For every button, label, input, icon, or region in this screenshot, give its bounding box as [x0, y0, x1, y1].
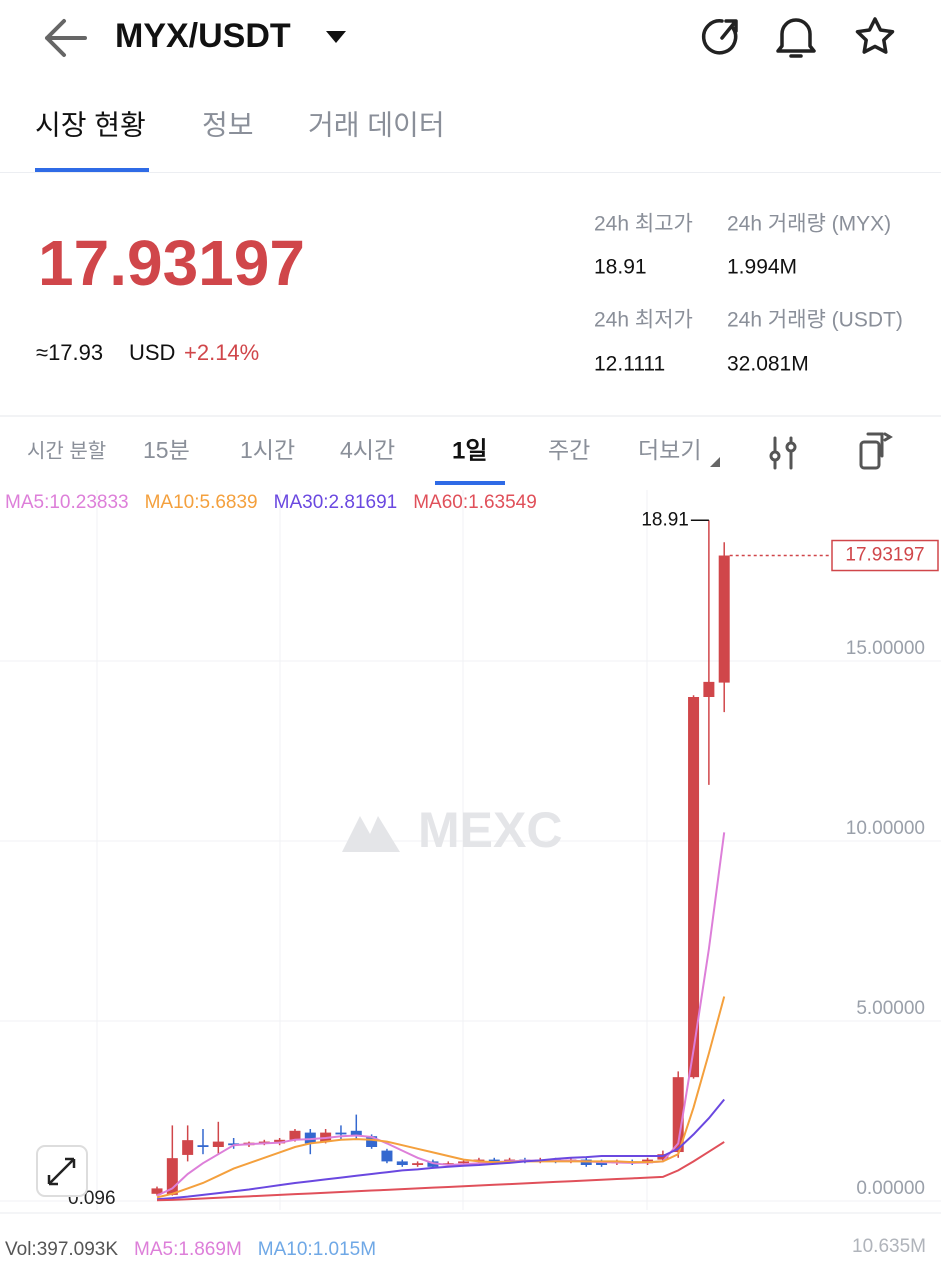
candle-body [304, 1132, 316, 1144]
volume-max-label: 10.635M [852, 1236, 926, 1257]
ma-legend: MA5:10.23833 [5, 492, 129, 513]
candle-body [350, 1130, 362, 1137]
candle-body [596, 1161, 608, 1165]
divider [0, 172, 941, 173]
stat-value: 32.081M [727, 353, 809, 376]
volume-legend: MA5:1.869M [134, 1239, 242, 1260]
divider [0, 415, 941, 417]
share-icon[interactable] [701, 19, 738, 55]
candle-body [274, 1139, 286, 1144]
ma-legend: MA10:5.6839 [145, 492, 258, 513]
interval[interactable]: 더보기 [638, 437, 701, 463]
candle-body [458, 1161, 470, 1164]
max-label: 18.91 [641, 509, 689, 530]
stat-label: 24h 거래량 (USDT) [727, 309, 903, 332]
stat-value: 12.1111 [594, 353, 665, 376]
candle-body [672, 1077, 684, 1153]
ma-line [156, 832, 726, 1197]
watermark: MEXC [342, 802, 562, 858]
usd-unit: USD [129, 340, 175, 365]
interval-indicator [435, 481, 505, 485]
usd-price: ≈17.93 [36, 340, 103, 365]
candle-body [396, 1161, 408, 1165]
candle-body [488, 1159, 500, 1162]
y-tick-label: 0.00000 [856, 1178, 925, 1199]
interval[interactable]: 1시간 [240, 437, 295, 463]
divider [0, 1212, 941, 1214]
interval[interactable]: 시간 분할 [27, 439, 106, 462]
tab[interactable]: 시장 현황 [35, 109, 146, 140]
alert-icon[interactable] [776, 18, 816, 58]
y-tick-label: 10.00000 [846, 818, 925, 839]
volume-legend: MA10:1.015M [258, 1239, 376, 1260]
pair-dropdown[interactable] [326, 31, 346, 43]
stat-label: 24h 최저가 [594, 309, 693, 332]
candle-body [212, 1141, 224, 1147]
interval[interactable]: 1일 [452, 437, 487, 464]
ma-legend: MA30:2.81691 [274, 492, 398, 513]
pair-title[interactable]: MYX/USDT [115, 17, 291, 55]
ma-line [156, 1141, 725, 1202]
stat-label: 24h 거래량 (MYX) [727, 213, 891, 236]
fullscreen-icon [47, 1157, 76, 1186]
last-price-tag [831, 539, 939, 572]
ma-legend: MA60:1.63549 [413, 492, 537, 513]
indicator-settings[interactable] [769, 436, 797, 470]
tab-indicator [35, 168, 149, 172]
tab[interactable]: 거래 데이터 [308, 109, 445, 140]
candle-body [688, 697, 700, 1078]
candle-body [718, 555, 730, 683]
candle-body [381, 1150, 393, 1162]
candle-body [366, 1136, 378, 1147]
candle-body [335, 1132, 347, 1135]
back-button[interactable] [45, 19, 87, 57]
candle-body [166, 1158, 178, 1195]
interval[interactable]: 15분 [143, 437, 190, 463]
candle-body [412, 1163, 424, 1165]
candle-body [289, 1130, 301, 1140]
candle-body [182, 1140, 194, 1155]
last-price: 17.93197 [38, 227, 305, 299]
favorite-icon[interactable] [855, 17, 895, 54]
volume-legend: Vol:397.093K [5, 1239, 118, 1260]
y-tick-label: 15.00000 [846, 638, 925, 659]
stat-label: 24h 최고가 [594, 213, 693, 236]
ma-line [156, 996, 726, 1199]
candle-body [197, 1145, 209, 1147]
interval[interactable]: 주간 [548, 437, 590, 463]
interval[interactable]: 4시간 [340, 437, 395, 463]
ma-line [156, 1098, 725, 1201]
price-change: +2.14% [184, 340, 259, 365]
watermark-text: MEXC [418, 802, 562, 858]
candle-body [703, 681, 715, 697]
more-caret [710, 457, 720, 467]
layout-toggle[interactable] [859, 432, 893, 470]
tab[interactable]: 정보 [202, 109, 254, 140]
candle-body [151, 1188, 163, 1194]
y-tick-label: 5.00000 [856, 998, 925, 1019]
vertical-grid [96, 490, 648, 1210]
stat-value: 1.994M [727, 256, 797, 279]
stat-value: 18.91 [594, 256, 647, 279]
last-price-label: 17.93197 [845, 545, 924, 566]
